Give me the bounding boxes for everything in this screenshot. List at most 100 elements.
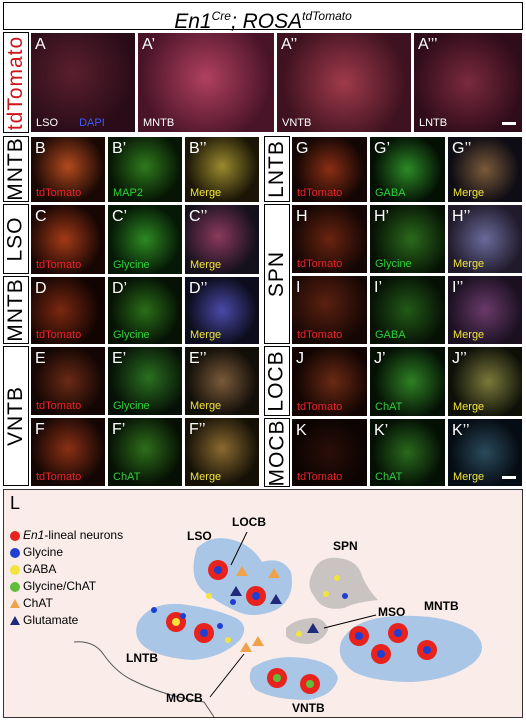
panel-h-dprime-caption: Merge	[453, 258, 485, 270]
panel-k-label: K	[296, 422, 307, 439]
scale-bar-top	[502, 122, 516, 125]
spn-glycine-1	[342, 593, 348, 599]
row-label-ef-text: VNTB	[4, 385, 28, 447]
panel-k-dprime-caption: Merge	[453, 471, 485, 483]
panel-a-dprime: A’’ VNTB	[276, 32, 412, 133]
panel-e-label: E	[35, 350, 46, 367]
lso-glycine-1	[230, 599, 236, 605]
panel-e-dprime-caption: Merge	[190, 400, 222, 412]
panel-f-caption: tdTomato	[36, 471, 82, 483]
title-reporter-sup: tdTomato	[302, 9, 352, 23]
legend-glycine-chat-symbol	[10, 582, 20, 592]
panel-f-dprime-caption: Merge	[190, 471, 222, 483]
row-label-b: MNTB	[3, 136, 29, 202]
panel-j-dprime: J’’ Merge	[447, 346, 523, 417]
panel-d-prime-label: D’	[112, 280, 128, 297]
row-label-c-text: LSO	[4, 216, 27, 262]
panel-a: A LSO DAPI	[30, 32, 136, 133]
panel-e-dprime-label: E’’	[189, 350, 207, 367]
mntb-neuron-1-core	[355, 632, 363, 640]
lntb-gaba-1	[225, 637, 231, 643]
locb-pointer	[230, 531, 248, 566]
spn-label: SPN	[333, 539, 358, 553]
panel-h-prime: H’ Glycine	[369, 204, 446, 274]
lso-chat-1	[236, 566, 248, 576]
panel-e-prime: E’ Glycine	[107, 346, 183, 416]
panel-f-dprime-label: F’’	[189, 421, 206, 438]
row-label-k: MOCB	[264, 418, 290, 487]
panel-h-dprime-label: H’’	[452, 208, 471, 225]
lntb-glycine-3	[217, 623, 223, 629]
panel-g-prime-label: G’	[374, 140, 390, 157]
panel-a-dprime-label: A’’	[281, 36, 298, 53]
panel-i-prime: I’ GABA	[369, 275, 446, 345]
vntb-region	[249, 657, 338, 700]
panel-j-label: J	[296, 350, 304, 367]
mntb-label: MNTB	[424, 599, 459, 613]
panel-e-prime-label: E’	[112, 350, 127, 367]
legend: En1-lineal neurons Glycine GABA Glycine/…	[4, 490, 204, 627]
mso-pointer	[323, 614, 377, 629]
schematic-panel: L En1-lineal neurons Glycine GABA Glycin…	[3, 489, 523, 718]
row-label-hi-text: SPN	[265, 250, 288, 298]
mocb-label: MOCB	[166, 691, 203, 705]
panel-e-dprime: E’’ Merge	[184, 346, 260, 416]
lntb-glycine-1	[151, 607, 157, 613]
row-label-j: LOCB	[264, 346, 290, 416]
panel-j-prime-caption: ChAT	[375, 401, 403, 413]
vntb-neuron-1-core	[273, 674, 281, 682]
schematic-svg: LSO LOCB SPN MSO LNTB MOCB VNT	[10, 515, 482, 717]
mso-label: MSO	[378, 605, 405, 619]
panel-c-prime-label: C’	[112, 208, 128, 225]
row-label-hi: SPN	[264, 204, 290, 344]
panel-a-label: A	[35, 36, 46, 53]
lso-gaba-1	[206, 593, 212, 599]
panel-f-label: F	[35, 421, 45, 438]
panel-b-prime-caption: MAP2	[113, 187, 143, 199]
legend-chat: ChAT	[23, 596, 53, 610]
panel-g-label: G	[296, 140, 309, 157]
lso-neuron-1-core	[214, 566, 222, 574]
legend-glycine-symbol	[10, 548, 20, 558]
panel-g-dprime: G’’ Merge	[447, 136, 523, 203]
panel-b-dprime-caption: Merge	[190, 187, 222, 199]
row-label-g: LNTB	[264, 136, 290, 202]
legend-gaba-symbol	[10, 565, 20, 575]
panel-c-dprime: C’’ Merge	[184, 204, 260, 275]
row-label-c: LSO	[3, 204, 29, 274]
panel-c-label: C	[35, 208, 47, 225]
panel-k-prime-caption: ChAT	[375, 471, 403, 483]
panel-f-prime: F’ ChAT	[107, 417, 183, 487]
panel-c-prime: C’ Glycine	[107, 204, 183, 275]
panel-k-dprime: K’’ Merge	[447, 418, 523, 487]
panel-i-caption: tdTomato	[297, 329, 343, 341]
panel-k-dprime-label: K’’	[452, 422, 470, 439]
row-label-top-text: tdTomato	[4, 35, 28, 130]
panel-h-label: H	[296, 208, 308, 225]
row-label-ef: VNTB	[3, 346, 29, 486]
legend-en1-symbol	[10, 531, 20, 541]
mntb-neuron-3-core	[377, 650, 385, 658]
panel-d-prime-caption: Glycine	[113, 329, 150, 341]
mso-glut-1	[307, 623, 319, 633]
panel-d-dprime-label: D’’	[189, 280, 208, 297]
panel-c-prime-caption: Glycine	[113, 259, 150, 271]
lso-region	[193, 538, 292, 615]
panel-k-prime: K’ ChAT	[369, 418, 446, 487]
panel-c-dprime-label: C’’	[189, 208, 208, 225]
panel-h-prime-label: H’	[374, 208, 390, 225]
panel-h-caption: tdTomato	[297, 258, 343, 270]
title-gene-sup: Cre	[211, 9, 231, 23]
vntb-label: VNTB	[292, 701, 325, 715]
panel-a-caption-dapi: DAPI	[79, 117, 105, 129]
legend-glutamate: Glutamate	[23, 613, 79, 627]
mocb-chat-1	[240, 642, 252, 652]
